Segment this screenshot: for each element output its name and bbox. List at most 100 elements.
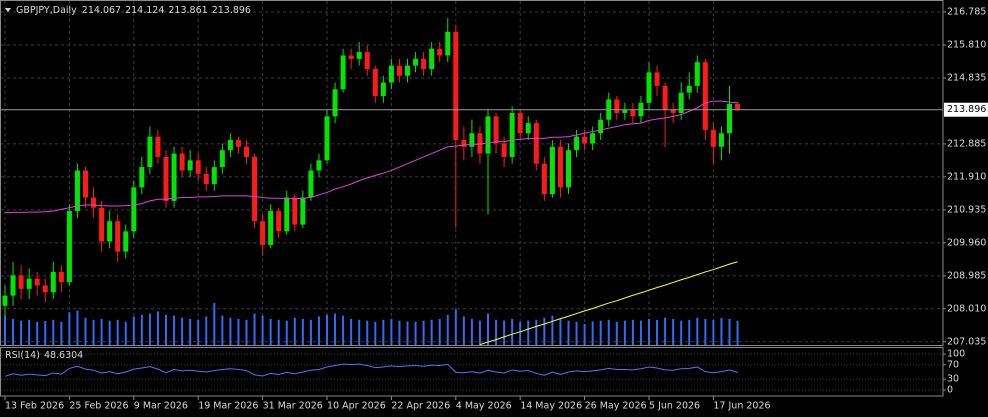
volume-bar xyxy=(446,314,449,345)
volume-bar xyxy=(607,319,610,345)
volume-bar xyxy=(261,315,264,345)
volume-bar xyxy=(543,317,546,345)
y-tick-label: 209.960 xyxy=(947,237,986,248)
volume-bar xyxy=(221,315,224,345)
candle-body xyxy=(227,140,233,151)
last-open: 214.067 xyxy=(82,5,121,16)
volume-bar xyxy=(599,320,602,345)
volume-bar xyxy=(12,318,15,345)
candle-body xyxy=(630,109,636,117)
last-high: 214.124 xyxy=(125,5,164,16)
indicator-line xyxy=(4,100,738,214)
volume-bar xyxy=(503,320,506,345)
volume-bar xyxy=(656,319,659,345)
x-tick-label: 17 Jun 2026 xyxy=(713,401,770,412)
volume-bar xyxy=(454,309,457,345)
candle-body xyxy=(380,82,386,97)
candle-body xyxy=(582,136,588,144)
volume-bar xyxy=(704,318,707,345)
x-tick-label: 31 Mar 2026 xyxy=(263,401,323,412)
candle-body xyxy=(195,160,201,174)
candle-body xyxy=(123,231,129,252)
x-tick-label: 26 May 2026 xyxy=(585,401,647,412)
volume-bar xyxy=(92,319,95,345)
candle-body xyxy=(99,207,105,242)
y-tick-label: 216.785 xyxy=(947,6,986,17)
candle-body xyxy=(477,133,483,154)
candle-body xyxy=(332,89,338,117)
volume-bar xyxy=(293,317,296,345)
candle-body xyxy=(268,211,274,245)
candle-body xyxy=(735,103,741,110)
volume-bar xyxy=(116,319,119,345)
volume-bar xyxy=(68,312,71,345)
y-tick-label: 70 xyxy=(947,359,959,370)
candle-body xyxy=(203,173,209,184)
volume-bar xyxy=(631,319,634,345)
volume-bar xyxy=(422,320,425,345)
candle-body xyxy=(622,109,628,113)
volume-bar xyxy=(100,318,103,345)
y-tick-label: 210.935 xyxy=(947,204,986,215)
volume-bar xyxy=(148,313,151,345)
candle-body xyxy=(445,31,451,56)
last-close: 213.896 xyxy=(212,5,251,16)
candle-body xyxy=(276,211,282,232)
volume-bar xyxy=(277,319,280,345)
candle-body xyxy=(139,167,145,188)
candle-body xyxy=(549,146,555,195)
volume-bar xyxy=(189,318,192,345)
candle-body xyxy=(107,221,113,242)
volume-bar xyxy=(615,321,618,345)
dropdown-icon[interactable] xyxy=(5,8,11,12)
volume-bar xyxy=(736,320,739,345)
y-tick-label: 0 xyxy=(947,385,953,396)
volume-bar xyxy=(390,318,393,345)
volume-bar xyxy=(672,318,675,345)
candle-body xyxy=(413,58,419,66)
candle-body xyxy=(614,99,620,113)
candle-body xyxy=(316,160,322,171)
volume-bar xyxy=(245,319,248,345)
candle-body xyxy=(718,133,724,147)
y-tick-label: 208.985 xyxy=(947,270,986,281)
volume-bar xyxy=(648,318,650,345)
volume-bar xyxy=(317,316,320,345)
x-tick-label: 13 Feb 2026 xyxy=(5,401,64,412)
candle-body xyxy=(34,278,40,286)
candle-body xyxy=(163,156,169,201)
candle-body xyxy=(10,275,16,296)
candle-body xyxy=(654,72,660,86)
volume-bar xyxy=(229,317,232,345)
y-tick-label: 214.835 xyxy=(947,72,986,83)
candle-body xyxy=(340,55,346,90)
volume-bar xyxy=(511,318,514,345)
volume-bar xyxy=(406,321,409,345)
rsi-panel-frame xyxy=(0,347,944,397)
y-tick-label: 212.885 xyxy=(947,138,986,149)
volume-bar xyxy=(285,320,288,345)
volume-bar xyxy=(559,318,562,345)
volume-bar xyxy=(350,318,353,345)
candle-body xyxy=(541,163,547,195)
candle-body xyxy=(18,275,24,289)
candle-body xyxy=(590,133,596,144)
candle-body xyxy=(421,58,427,69)
candle-body xyxy=(509,112,515,157)
volume-bar xyxy=(551,315,554,345)
rsi-title: RSI(14) xyxy=(5,350,40,361)
x-tick-label: 5 Jun 2026 xyxy=(649,401,700,412)
volume-bar xyxy=(366,320,369,345)
volume-bar xyxy=(495,319,498,345)
volume-bar xyxy=(374,321,377,345)
candle-body xyxy=(405,65,410,76)
volume-bar xyxy=(438,318,441,345)
candle-body xyxy=(260,221,266,245)
y-tick-label: 207.035 xyxy=(947,336,986,347)
volume-bar xyxy=(567,320,570,345)
candle-body xyxy=(469,133,475,147)
rsi-last-value: 48.6304 xyxy=(44,350,83,361)
volume-bar xyxy=(20,320,23,345)
volume-bar xyxy=(237,318,240,345)
volume-bar xyxy=(197,319,200,345)
